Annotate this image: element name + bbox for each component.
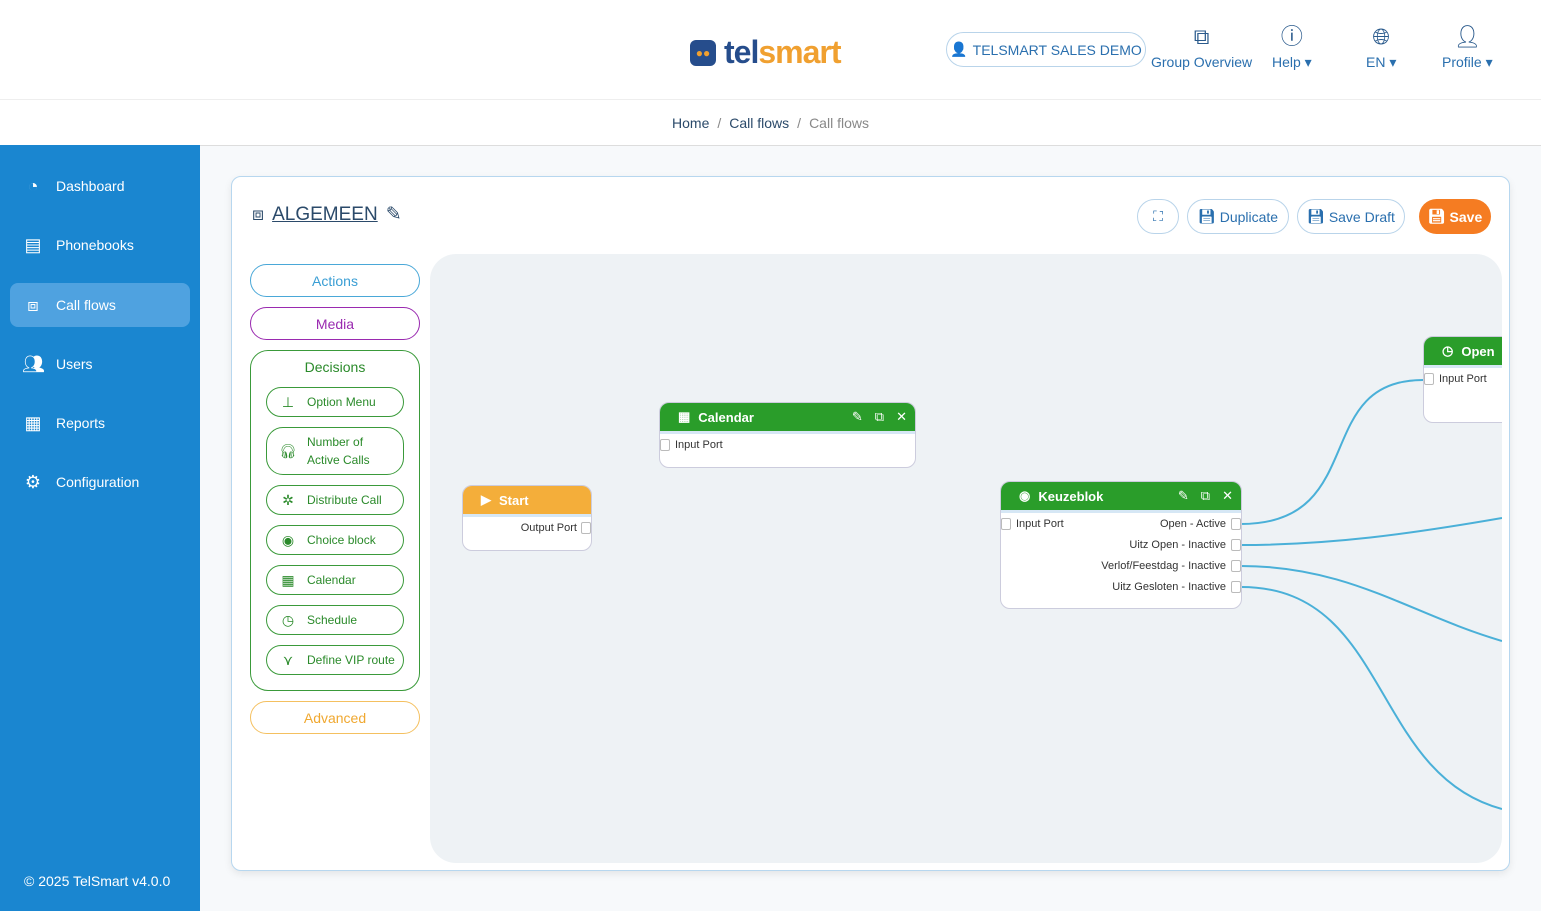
connection-open-active [1240,379,1424,525]
dashboard-icon: ◔ [27,175,39,196]
palette-actions[interactable]: Actions [250,264,420,297]
user-icon: 👤︎ [1453,24,1482,49]
connection-uitz-open [1240,517,1502,546]
footer-copyright: © 2025 TelSmart v4.0.0 [24,873,171,889]
floppy-icon: 💾︎ [1427,208,1446,224]
palette-media[interactable]: Media [250,307,420,340]
clock-icon: ◷ [1442,343,1454,358]
breadcrumb-current: Call flows [809,114,869,131]
play-icon: ▶ [481,492,491,507]
account-button[interactable]: 👤 TELSMART SALES DEMO [946,32,1146,67]
group-overview-button[interactable]: ⧉ Group Overview [1151,24,1253,70]
expand-icon: ⛶ [1153,208,1163,224]
toggle-icon: ◉ [1019,488,1031,503]
output-port[interactable] [1231,580,1241,593]
help-menu[interactable]: ⓘ Help ▾ [1272,24,1312,70]
output-port[interactable] [1231,517,1241,530]
globe-icon: 🌐︎ [1372,24,1390,49]
sidebar-item-phonebooks[interactable]: ▤ Phonebooks [10,223,190,267]
decision-active-calls[interactable]: 🎧︎ Number of Active Calls [266,427,404,475]
node-keuzeblok[interactable]: ◉ Keuzeblok ✎ ⧉ ✕ Input Port Open - Active Ui… [1000,481,1242,609]
output-port[interactable] [1231,538,1241,551]
node-start[interactable]: ▶ Start Output Port [462,485,592,551]
input-port[interactable] [1001,517,1011,530]
gear-icon: ⚙ [24,471,42,492]
decisions-header[interactable]: Decisions [304,359,366,375]
save-draft-button[interactable]: 💾︎ Save Draft [1297,199,1405,234]
decision-vip-route[interactable]: ⋎ Define VIP route [266,645,404,675]
flow-name[interactable]: ALGEMEEN [272,203,378,225]
copy-icon[interactable]: ⧉ [1200,488,1211,503]
decision-choice-block[interactable]: ◉ Choice block [266,525,404,555]
sitemap-icon: ⊥ [281,393,295,410]
help-icon: ⓘ [1280,24,1303,49]
floppy-icon: 💾︎ [1307,208,1325,224]
copy-icon[interactable]: ⧉ [874,409,885,424]
sidebar-item-users[interactable]: 👥︎ Users [22,353,93,374]
call-flows-icon: ⧈ [252,203,265,225]
output-port[interactable] [581,521,591,534]
palette-advanced[interactable]: Advanced [250,701,420,734]
connections [1240,379,1502,810]
top-header: ●● telsmart 👤 TELSMART SALES DEMO ⧉ Group … [0,0,1541,100]
edit-icon[interactable]: ✎ [851,409,863,424]
sidebar-item-call-flows[interactable]: ⧈ Call flows [10,283,190,327]
sidebar: ◔ Dashboard ▤ Phonebooks ⧈ Call flows 👥︎ Use… [0,145,200,911]
palette-decisions: Decisions ⊥ Option Menu 🎧︎ Number of Activ… [250,350,420,691]
floppy-icon: 💾︎ [1197,208,1216,224]
vip-route-icon: ⋎ [282,651,294,668]
edit-icon[interactable]: ✎ [1177,488,1189,503]
duplicate-button[interactable]: 💾︎ Duplicate [1187,199,1289,234]
flow-title: ⧈ ALGEMEEN ✎ [252,203,402,226]
call-flows-icon: ⧈ [27,294,39,315]
group-overview-icon: ⧉ [1193,24,1210,49]
headset-icon: 🎧︎ [279,443,297,459]
phonebook-icon: ▤ [24,234,42,255]
breadcrumb-home[interactable]: Home [672,114,710,131]
sidebar-item-configuration[interactable]: ⚙ Configuration [10,460,190,504]
decision-schedule[interactable]: ◷ Schedule [266,605,404,635]
input-port[interactable] [660,438,670,451]
close-icon[interactable]: ✕ [1222,488,1233,503]
save-button[interactable]: 💾︎ Save [1419,199,1491,234]
input-port[interactable] [1424,372,1434,385]
sidebar-item-dashboard[interactable]: ◔ Dashboard [10,164,190,208]
decision-calendar[interactable]: ▦ Calendar [266,565,404,595]
distribute-icon: ✲ [282,491,294,508]
connection-uitz-gesloten [1240,586,1502,810]
calendar-icon: ▦ [281,571,295,588]
node-calendar[interactable]: ▦ Calendar ✎ ⧉ ✕ Input Port [659,402,916,468]
reports-icon: ▦ [24,412,42,433]
breadcrumb-call-flows[interactable]: Call flows [729,114,790,131]
pencil-icon[interactable]: ✎ [385,204,402,225]
calendar-icon: ▦ [678,409,691,424]
decision-option-menu[interactable]: ⊥ Option Menu [266,387,404,417]
fullscreen-button[interactable]: ⛶ [1137,199,1179,234]
language-menu[interactable]: 🌐︎ EN ▾ [1366,24,1397,70]
user-icon: 👤 [950,41,968,57]
output-port[interactable] [1231,559,1241,572]
toggle-icon: ◉ [281,531,295,548]
profile-menu[interactable]: 👤︎ Profile ▾ [1442,24,1493,70]
connection-verlof [1240,565,1502,642]
users-icon: 👥︎ [22,353,45,374]
telsmart-logo[interactable]: ●● telsmart [690,34,842,71]
owl-logo-icon: ●● [690,39,716,66]
call-flow-editor: ⧈ ALGEMEEN ✎ ⛶ 💾︎ Duplicate 💾︎ Save Draft 💾︎… [231,176,1510,871]
flow-canvas[interactable]: ▶ Start Output Port ▦ Calendar ✎ ⧉ ✕ Input Po… [430,254,1502,863]
clock-icon: ◷ [281,611,295,628]
sidebar-item-reports[interactable]: ▦ Reports [10,401,190,445]
breadcrumb: Home / Call flows / Call flows [0,100,1541,146]
decision-distribute-call[interactable]: ✲ Distribute Call [266,485,404,515]
close-icon[interactable]: ✕ [896,409,907,424]
node-open[interactable]: ◷ Open Input Port [1423,336,1502,423]
